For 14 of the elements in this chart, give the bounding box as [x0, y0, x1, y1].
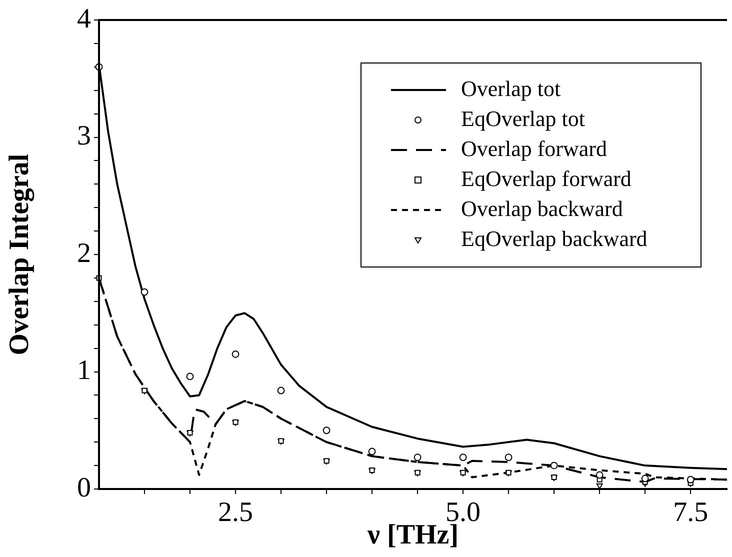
y-tick-label: 2 — [77, 238, 91, 269]
legend-label: Overlap forward — [461, 136, 607, 161]
legend-label: Overlap tot — [461, 76, 561, 101]
x-tick-label: 7.5 — [673, 497, 708, 528]
y-tick-label: 3 — [77, 120, 91, 152]
y-tick-label: 1 — [77, 355, 91, 386]
legend-label: EqOverlap tot — [461, 106, 586, 131]
legend-label: EqOverlap backward — [461, 226, 648, 251]
y-tick-label: 0 — [77, 472, 91, 504]
x-tick-label: 2.5 — [218, 497, 254, 528]
y-axis-title: Overlap Integral — [4, 154, 36, 356]
y-tick-label: 4 — [77, 3, 91, 34]
legend-label: Overlap backward — [461, 196, 623, 221]
legend-label: EqOverlap forward — [461, 166, 632, 191]
